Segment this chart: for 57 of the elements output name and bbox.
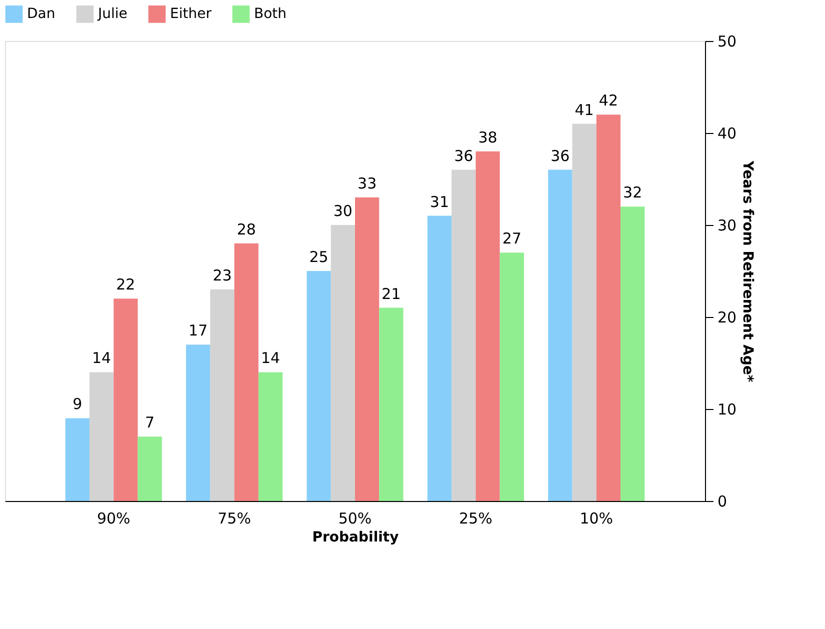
x-axis-title: Probability [312,530,399,546]
data-label: 7 [145,414,155,432]
data-label: 14 [260,349,280,368]
legend-label: Dan [27,6,56,22]
bar [258,372,283,501]
x-tick-label: 25% [459,510,492,528]
y-tick-label: 50 [718,32,737,50]
bar [89,372,114,501]
bar [596,114,621,501]
y-tick-label: 0 [718,492,728,510]
bar [476,151,500,501]
bar [620,206,645,501]
legend-label: Both [254,6,287,22]
bar [306,271,331,501]
data-label: 30 [333,202,352,220]
bar [572,124,596,501]
bar [65,418,90,501]
data-label: 17 [188,322,208,340]
x-tick-label: 90% [96,510,130,528]
bar [234,243,258,501]
data-label: 36 [454,146,474,165]
data-label: 28 [236,220,256,238]
data-label: 22 [116,276,136,294]
y-tick-label: 30 [718,216,737,234]
y-tick-label: 40 [718,124,737,142]
bar [186,344,210,501]
x-tick-label: 50% [338,510,372,528]
bar [452,170,476,501]
data-label: 33 [358,174,377,192]
data-label: 27 [502,230,522,248]
data-label: 23 [212,266,232,284]
data-label: 42 [598,92,618,110]
x-tick-label: 75% [218,510,251,528]
data-label: 9 [72,395,82,414]
x-tick-label: 10% [580,510,614,528]
data-label: 36 [550,146,570,165]
y-tick-label: 20 [718,308,737,326]
data-label: 38 [478,128,498,146]
legend-label: Either [170,6,212,22]
bar [114,298,138,501]
bar [210,289,234,501]
data-label: 14 [92,349,112,368]
data-label: 25 [309,248,328,266]
data-label: 32 [623,184,642,202]
bar [379,308,404,501]
y-tick-label: 10 [718,400,737,418]
bar [500,252,524,501]
bar [548,170,572,501]
y-axis-title: Years from Retirement Age* [740,160,756,383]
bar [355,197,380,501]
data-label: 41 [574,100,594,119]
bar [330,225,355,501]
legend-label: Julie [97,6,128,22]
bar [138,436,162,501]
data-label: 31 [430,192,450,211]
bar [427,216,452,501]
data-label: 21 [382,284,401,303]
